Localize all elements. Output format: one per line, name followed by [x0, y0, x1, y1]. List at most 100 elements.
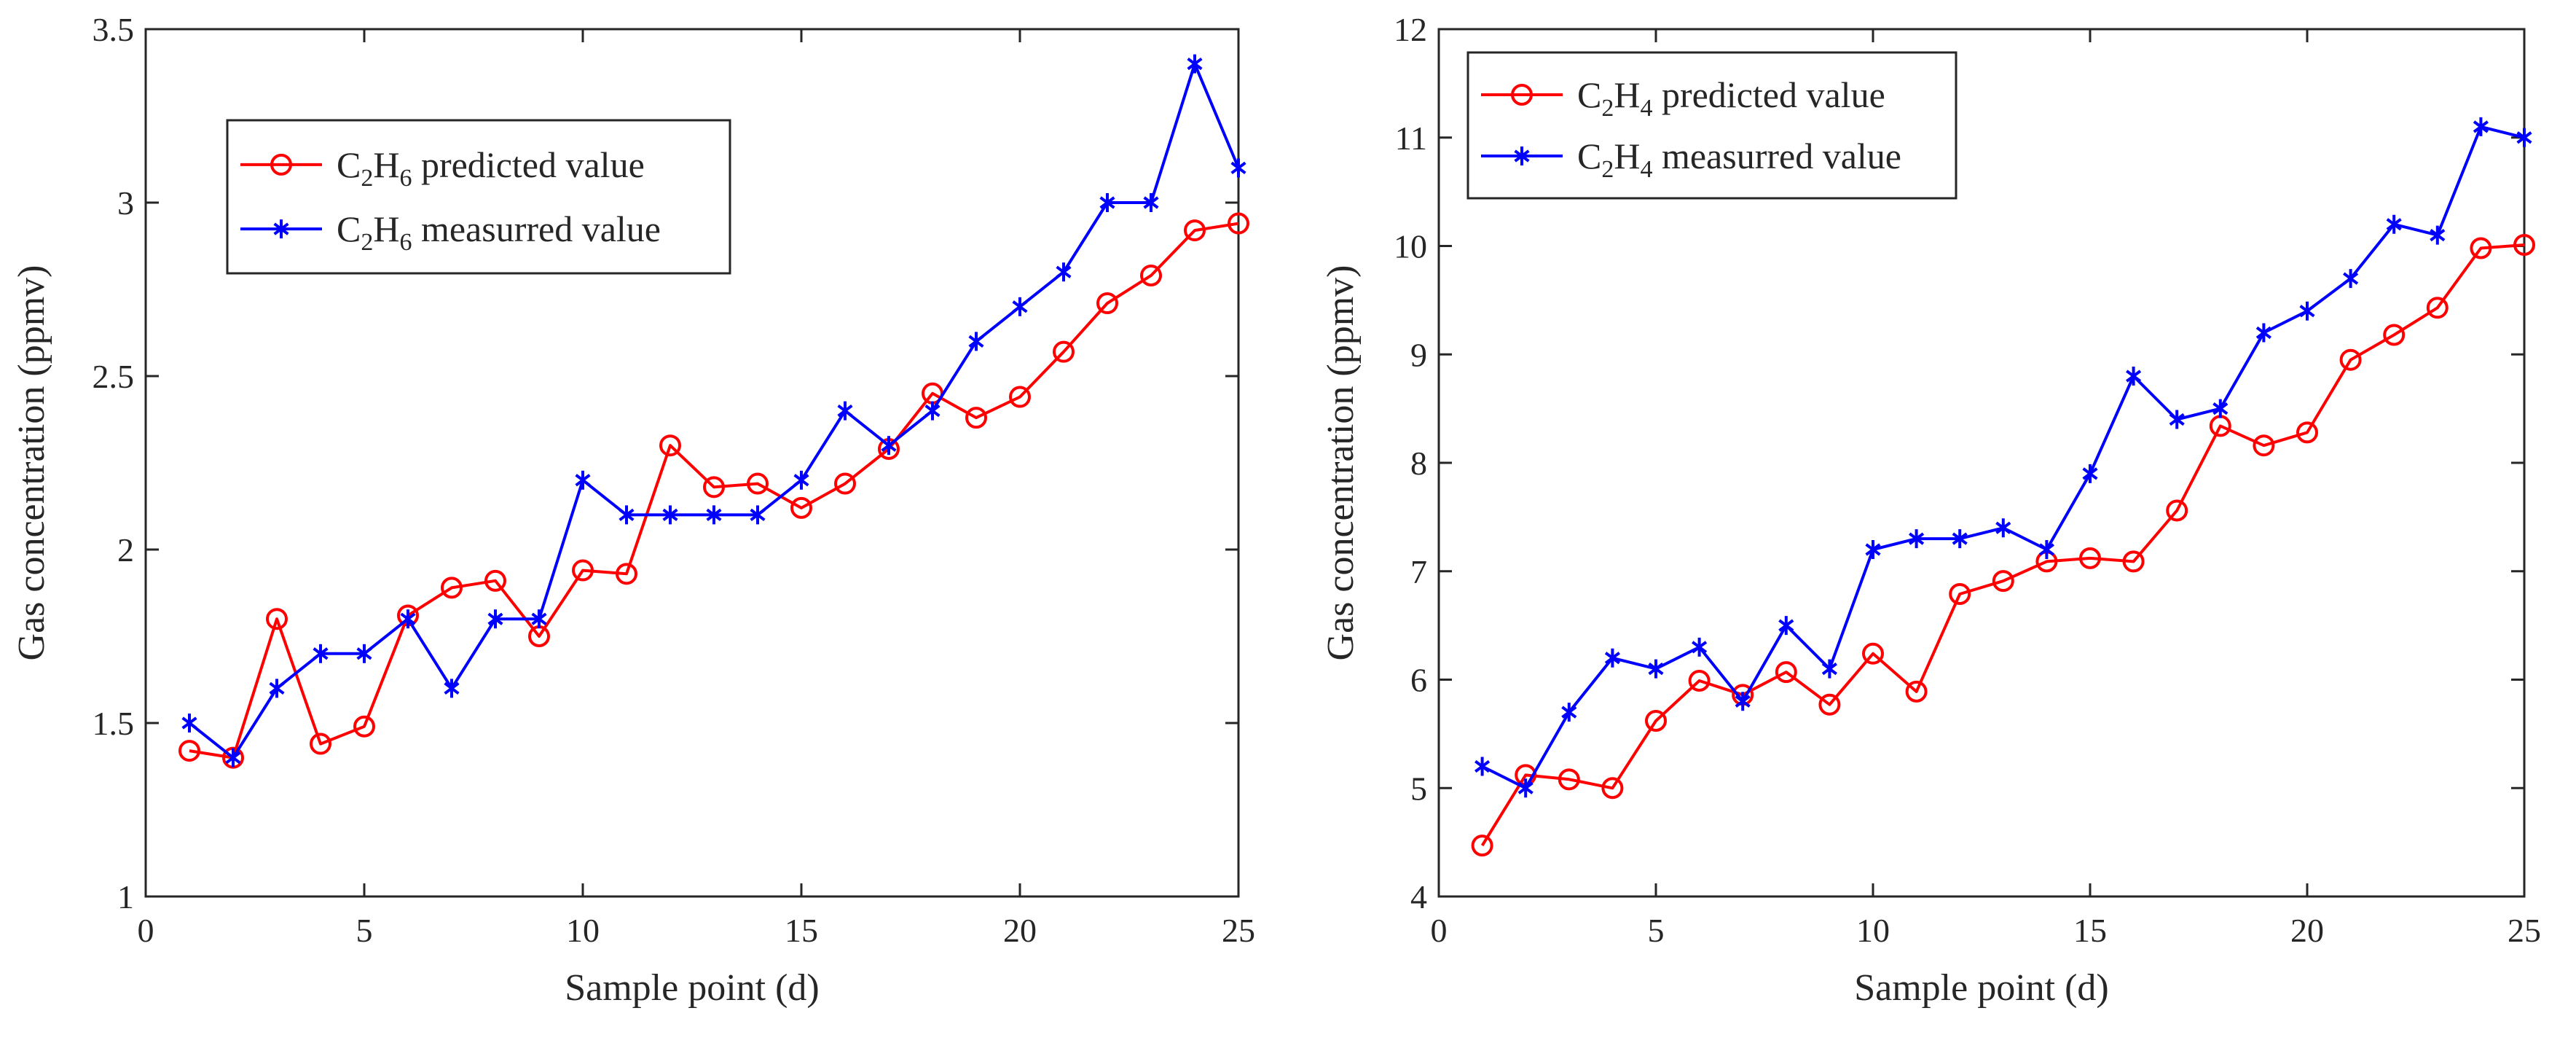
- y-tick-label: 8: [1410, 445, 1427, 482]
- data-point: [1517, 778, 1534, 798]
- legend-box: [1466, 51, 1957, 200]
- data-point: [1471, 835, 1493, 857]
- data-point: [2082, 464, 2098, 483]
- data-point: [837, 401, 853, 421]
- legend: C2H4 predicted value C2H4 measurred value: [1466, 51, 1957, 200]
- data-point: [225, 748, 241, 767]
- data-point: [2383, 324, 2406, 346]
- data-point: [1558, 768, 1580, 791]
- y-tick-label: 4: [1410, 878, 1427, 915]
- data-point: [313, 644, 329, 663]
- data-point: [2122, 550, 2145, 573]
- data-point: [2299, 301, 2315, 321]
- data-point: [400, 609, 416, 629]
- data-point: [1228, 212, 1249, 235]
- y-axis-label: Gas concentration (ppmv): [11, 265, 52, 661]
- data-point: [178, 740, 200, 762]
- data-point: [2339, 348, 2362, 371]
- data-point: [572, 559, 594, 582]
- data-point: [793, 470, 809, 490]
- data-point: [269, 679, 285, 698]
- series-predicted: [178, 212, 1249, 769]
- data-point: [1184, 219, 1206, 242]
- data-point: [834, 472, 856, 495]
- data-point: [1865, 540, 1881, 559]
- data-point: [2343, 269, 2359, 289]
- series-measured: [181, 54, 1246, 767]
- data-point: [2253, 434, 2275, 457]
- data-point: [616, 563, 637, 585]
- data-point: [1775, 661, 1797, 684]
- data-point: [1056, 262, 1072, 282]
- y-tick-label: 2.5: [93, 358, 135, 395]
- data-point: [968, 332, 984, 351]
- legend-label: C2H4 measurred value: [1577, 136, 1901, 183]
- x-tick-label: 5: [1648, 912, 1665, 949]
- chart-panel-1: 0 5 10 15 20 25 1 1.5 2 2.5 3 3.5 Sample point (d) Ga…: [11, 11, 1255, 1009]
- x-tick-label: 20: [1003, 912, 1037, 949]
- legend-box: [226, 119, 731, 275]
- data-point: [1561, 703, 1577, 722]
- data-point: [881, 436, 897, 456]
- data-point: [1053, 340, 1075, 363]
- legend-item: C2H6 predicted value: [240, 144, 645, 192]
- x-tick-label: 0: [138, 912, 154, 949]
- data-point: [1601, 777, 1624, 800]
- legend-marker: [270, 153, 292, 176]
- x-tick-label: 15: [785, 912, 818, 949]
- legend-marker: [1514, 146, 1530, 165]
- data-point: [1992, 570, 2014, 593]
- data-point: [2169, 410, 2185, 429]
- x-tick-label: 20: [2290, 912, 2324, 949]
- data-point: [2296, 421, 2318, 444]
- y-tick-label: 6: [1410, 662, 1427, 699]
- data-point: [2126, 367, 2142, 386]
- legend-marker: [273, 219, 289, 239]
- data-point: [2079, 547, 2101, 569]
- y-tick-label: 5: [1410, 770, 1427, 807]
- data-point: [1905, 680, 1928, 703]
- x-tick-label: 10: [566, 912, 600, 949]
- series-line: [189, 222, 1239, 759]
- data-point: [310, 732, 331, 755]
- data-point: [659, 434, 681, 457]
- x-tick-label: 10: [1856, 912, 1890, 949]
- series-measured: [1474, 117, 2532, 798]
- x-tick-label: 15: [2073, 912, 2107, 949]
- data-point: [353, 715, 375, 738]
- data-point: [1187, 54, 1203, 74]
- data-point: [706, 505, 722, 525]
- data-point: [2038, 540, 2054, 559]
- legend-marker: [1511, 84, 1533, 106]
- legend: C2H6 predicted value C2H6 measurred value: [226, 119, 731, 275]
- legend-label: C2H6 predicted value: [337, 144, 645, 192]
- data-point: [1645, 710, 1667, 732]
- data-point: [1735, 692, 1751, 711]
- legend-item: C2H6 measurred value: [240, 208, 661, 256]
- data-point: [1952, 529, 1968, 549]
- data-point: [487, 609, 503, 629]
- legend-item: C2H4 measurred value: [1481, 136, 1901, 183]
- y-axis-label: Gas concentration (ppmv): [1320, 265, 1362, 661]
- data-point: [1474, 757, 1491, 776]
- data-point: [1821, 659, 1837, 679]
- data-point: [1140, 264, 1162, 286]
- y-tick-label: 12: [1394, 11, 1427, 48]
- data-point: [1909, 529, 1925, 549]
- data-point: [750, 505, 766, 525]
- data-point: [1862, 642, 1884, 665]
- data-point: [531, 609, 547, 629]
- series-predicted: [1471, 234, 2535, 857]
- data-point: [2516, 128, 2532, 147]
- data-point: [1230, 158, 1246, 178]
- y-tick-label: 7: [1410, 553, 1427, 590]
- data-point: [1692, 637, 1708, 657]
- data-point: [747, 472, 769, 495]
- y-tick-label: 1.5: [93, 705, 135, 742]
- x-axis-label: Sample point (d): [565, 967, 820, 1009]
- data-point: [2513, 234, 2535, 257]
- data-point: [2255, 323, 2271, 343]
- data-point: [181, 714, 197, 732]
